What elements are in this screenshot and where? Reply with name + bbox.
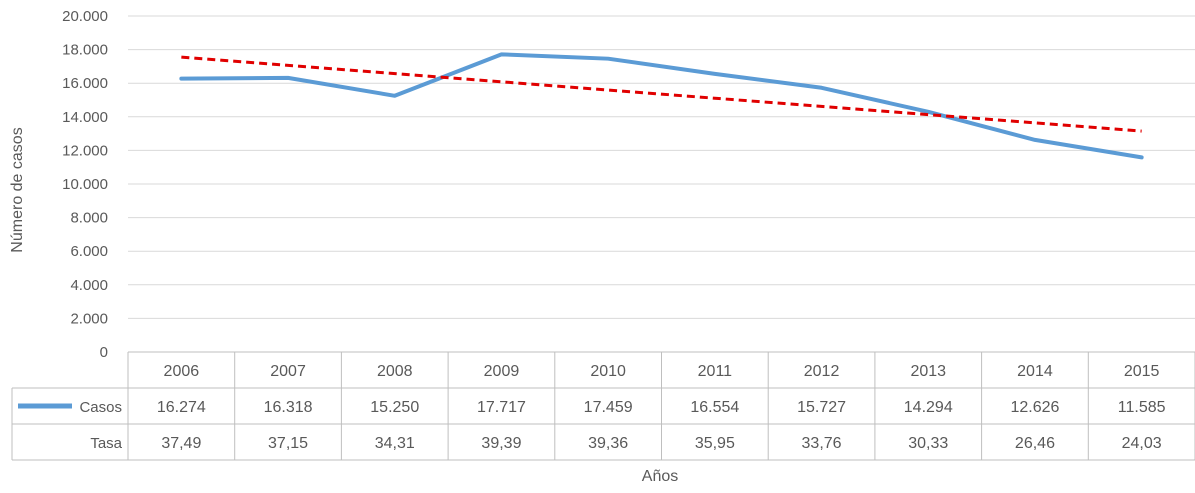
y-tick-label: 12.000 [62,142,108,159]
gridlines [128,15,1195,353]
table-cell-value: 12.626 [1010,399,1059,416]
y-axis-ticks: 0 2.000 4.000 6.000 8.000 10.000 12.000 14.000 1… [62,8,108,361]
table-cell-value: 37,15 [268,435,308,452]
series-line-casos [179,52,1144,160]
table-cell-value: 34,31 [375,435,415,452]
table-cell-value: 15.250 [370,399,419,416]
y-tick-label: 0 [100,344,108,361]
table-row-label: Tasa [90,435,122,452]
data-table: 2006 2007 2008 2009 2010 2011 2012 2013 2014 2015… [11,351,1195,461]
y-tick-label: 4.000 [70,277,108,294]
x-tick-label: 2007 [270,363,306,380]
table-cell-value: 39,36 [588,435,628,452]
x-tick-label: 2008 [377,363,413,380]
y-tick-label: 18.000 [62,42,108,59]
table-cell-value: 17.459 [584,399,633,416]
y-tick-label: 14.000 [62,109,108,126]
x-tick-label: 2012 [804,363,840,380]
x-tick-label: 2013 [910,363,946,380]
y-tick-label: 6.000 [70,243,108,260]
table-cell-value: 11.585 [1118,399,1166,416]
x-axis-label: Años [642,468,678,485]
y-tick-label: 20.000 [62,8,108,25]
series-layer [179,52,1144,160]
table-row-label: Casos [79,399,122,416]
table-cell-value: 16.554 [690,399,739,416]
x-tick-label: 2011 [698,363,733,380]
table-cell-value: 39,39 [481,435,521,452]
table-cell-value: 33,76 [802,435,842,452]
x-tick-label: 2009 [484,363,520,380]
x-tick-label: 2015 [1124,363,1160,380]
table-cell-value: 35,95 [695,435,735,452]
table-cell-value: 26,46 [1015,435,1055,452]
table-cell-value: 16.318 [264,399,313,416]
table-cell-value: 17.717 [477,399,526,416]
y-axis-label: Número de casos [9,127,26,252]
y-tick-label: 16.000 [62,75,108,92]
table-cell-value: 16.274 [157,399,206,416]
x-tick-label: 2006 [164,363,200,380]
table-cell-value: 30,33 [908,435,948,452]
y-tick-label: 8.000 [70,210,108,227]
y-tick-label: 2.000 [70,310,108,327]
x-tick-label: 2014 [1017,363,1053,380]
trendline [181,55,1142,133]
table-cell-value: 37,49 [161,435,201,452]
table-cell-value: 14.294 [904,399,953,416]
table-cell-value: 24,03 [1122,435,1162,452]
table-cell-value: 15.727 [797,399,846,416]
x-tick-label: 2010 [590,363,626,380]
y-tick-label: 10.000 [62,176,108,193]
